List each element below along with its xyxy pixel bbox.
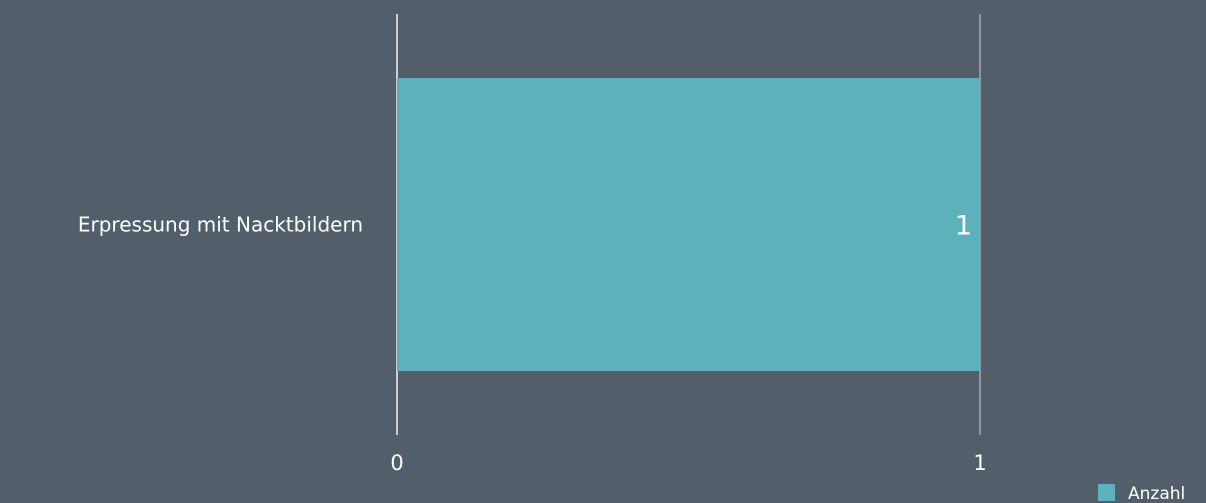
x-tick-label-0: 0 xyxy=(390,451,403,475)
legend-label-0: Anzahl xyxy=(1128,484,1185,503)
axis-labels: 0 1 Erpressung mit Nacktbildern xyxy=(78,213,987,476)
bars: 1 xyxy=(397,78,980,371)
x-tick-label-1: 1 xyxy=(973,451,986,475)
category-label-0: Erpressung mit Nacktbildern xyxy=(78,213,363,237)
bar-0 xyxy=(397,78,980,371)
legend-swatch-0 xyxy=(1098,484,1115,501)
legend: Anzahl xyxy=(1098,484,1185,503)
data-label-0: 1 xyxy=(955,211,972,242)
